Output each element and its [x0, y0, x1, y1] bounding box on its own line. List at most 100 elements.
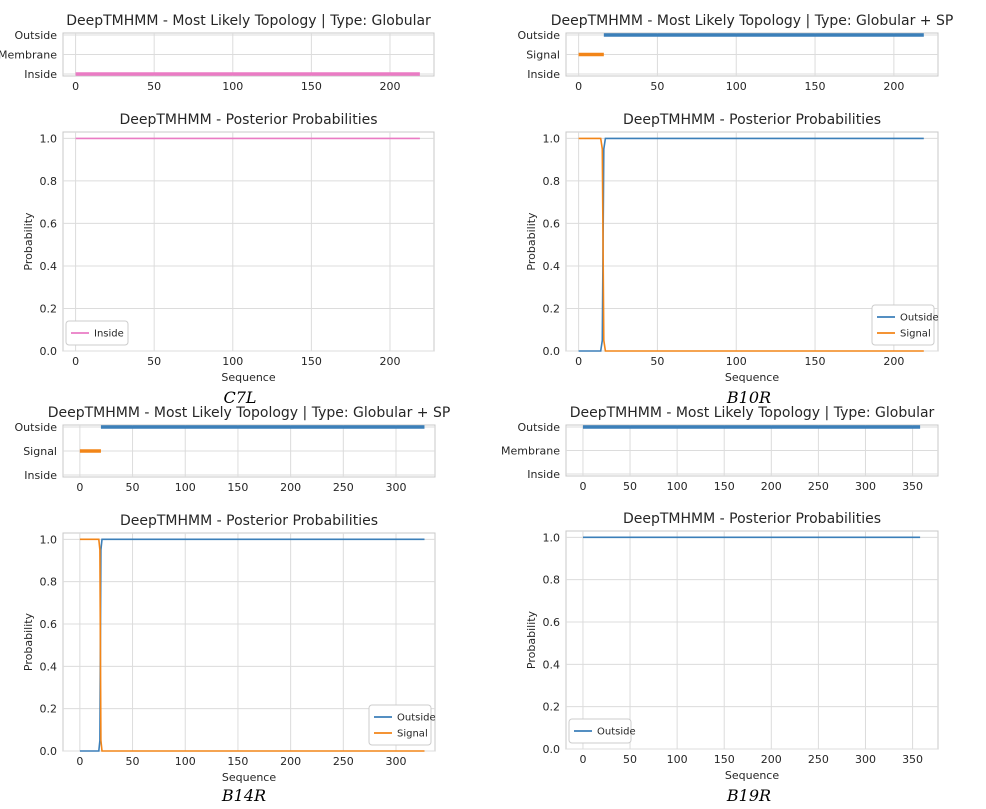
chart-6: DeepTMHMM - Posterior Probabilities 0.0 0.…	[22, 513, 436, 784]
plot-frame	[565, 530, 939, 750]
x-tick-label: 250	[333, 481, 354, 494]
y-tick-label: 0.8	[543, 175, 561, 188]
y-tick-label: 0.8	[40, 175, 58, 188]
x-tick-label: 100	[667, 753, 688, 766]
x-tick-label: 50	[147, 80, 161, 93]
y-tick-label: 0.6	[40, 217, 58, 230]
y-tick-label: 0.6	[543, 616, 561, 629]
x-tick-label: 150	[301, 355, 322, 368]
x-tick-label: 0	[76, 755, 83, 768]
x-tick-label: 100	[726, 80, 747, 93]
x-tick-label: 150	[805, 355, 826, 368]
x-tick-label: 150	[227, 755, 248, 768]
y-tick-label: 0.0	[543, 743, 561, 756]
legend: Outside Signal	[368, 704, 436, 746]
y-tick-label: 0.6	[543, 217, 561, 230]
chart-title: DeepTMHMM - Posterior Probabilities	[120, 513, 378, 529]
x-tick-label: 250	[333, 755, 354, 768]
x-tick-label: 100	[175, 481, 196, 494]
y-tick-label: 0.0	[40, 745, 58, 758]
x-tick-label: 50	[650, 355, 664, 368]
x-tick-label: 100	[222, 80, 243, 93]
x-tick-label: 100	[175, 755, 196, 768]
chart-title: DeepTMHMM - Most Likely Topology | Type:…	[551, 13, 954, 29]
x-tick-label: 0	[579, 480, 586, 493]
x-tick-label: 150	[714, 753, 735, 766]
x-tick-label: 200	[379, 355, 400, 368]
x-tick-label: 150	[805, 80, 826, 93]
y-category-label: Inside	[24, 469, 57, 482]
x-tick-label: 50	[650, 80, 664, 93]
chart-4: DeepTMHMM - Posterior Probabilities 0.0 0.…	[525, 112, 939, 384]
x-tick-label: 100	[726, 355, 747, 368]
y-axis-label: Probability	[525, 610, 538, 669]
y-axis-label: Probability	[525, 212, 538, 271]
x-tick-label: 50	[126, 755, 140, 768]
legend-box	[568, 718, 632, 744]
x-tick-label: 300	[855, 753, 876, 766]
legend-box	[368, 704, 432, 746]
y-category-label: Inside	[527, 468, 560, 481]
x-tick-label: 200	[280, 755, 301, 768]
y-category-label: Membrane	[501, 445, 560, 458]
y-tick-label: 1.0	[543, 531, 561, 544]
x-tick-label: 200	[761, 753, 782, 766]
x-tick-label: 100	[222, 355, 243, 368]
chart-title: DeepTMHMM - Most Likely Topology | Type:…	[48, 405, 451, 421]
chart-title: DeepTMHMM - Posterior Probabilities	[119, 112, 377, 128]
legend: Outside Signal	[871, 304, 939, 346]
legend-label: Outside	[397, 713, 436, 724]
y-category-label: Membrane	[0, 49, 57, 62]
legend: Inside	[65, 320, 129, 346]
series-line	[578, 137, 924, 352]
x-tick-label: 300	[855, 480, 876, 493]
y-tick-label: 0.6	[40, 618, 58, 631]
x-tick-label: 200	[761, 480, 782, 493]
x-tick-label: 350	[902, 753, 923, 766]
chart-title: DeepTMHMM - Posterior Probabilities	[623, 112, 881, 128]
x-tick-label: 50	[147, 355, 161, 368]
x-tick-label: 100	[667, 480, 688, 493]
figure-caption: B14R	[221, 786, 266, 805]
x-axis-label: Sequence	[725, 371, 779, 384]
y-tick-label: 1.0	[40, 533, 58, 546]
chart-2: DeepTMHMM - Posterior Probabilities 0.0 0.…	[22, 112, 435, 384]
y-category-label: Outside	[518, 29, 561, 42]
y-axis-label: Probability	[22, 612, 35, 671]
y-category-label: Inside	[24, 68, 57, 81]
x-tick-label: 200	[883, 80, 904, 93]
x-tick-label: 300	[386, 755, 407, 768]
x-tick-label: 150	[714, 480, 735, 493]
y-tick-label: 0.8	[543, 574, 561, 587]
y-tick-label: 0.8	[40, 576, 58, 589]
legend-label: Inside	[94, 329, 124, 340]
x-tick-label: 200	[883, 355, 904, 368]
y-tick-label: 0.2	[543, 302, 561, 315]
figure-caption: C7L	[223, 388, 256, 407]
legend-label: Signal	[397, 729, 428, 740]
x-axis-label: Sequence	[725, 769, 779, 782]
x-tick-label: 0	[76, 481, 83, 494]
figure-caption: B19R	[726, 786, 771, 805]
x-tick-label: 0	[72, 355, 79, 368]
legend: Outside	[568, 718, 636, 744]
chart-title: DeepTMHMM - Most Likely Topology | Type:…	[570, 405, 935, 421]
plot-frame	[62, 131, 435, 352]
chart-title: DeepTMHMM - Most Likely Topology | Type:…	[66, 13, 431, 29]
x-tick-label: 150	[301, 80, 322, 93]
legend-label: Outside	[597, 727, 636, 738]
y-tick-label: 0.0	[543, 345, 561, 358]
y-tick-label: 0.2	[543, 701, 561, 714]
y-tick-label: 1.0	[543, 132, 561, 145]
x-tick-label: 300	[386, 481, 407, 494]
series-line	[79, 538, 425, 752]
x-tick-label: 50	[623, 753, 637, 766]
x-tick-label: 200	[280, 481, 301, 494]
y-category-label: Outside	[15, 29, 58, 42]
chart-8: DeepTMHMM - Posterior Probabilities 0.0 0.…	[525, 511, 939, 782]
y-category-label: Outside	[518, 421, 561, 434]
y-axis-label: Probability	[22, 212, 35, 271]
chart-3: DeepTMHMM - Most Likely Topology | Type:…	[518, 13, 954, 93]
x-tick-label: 0	[72, 80, 79, 93]
